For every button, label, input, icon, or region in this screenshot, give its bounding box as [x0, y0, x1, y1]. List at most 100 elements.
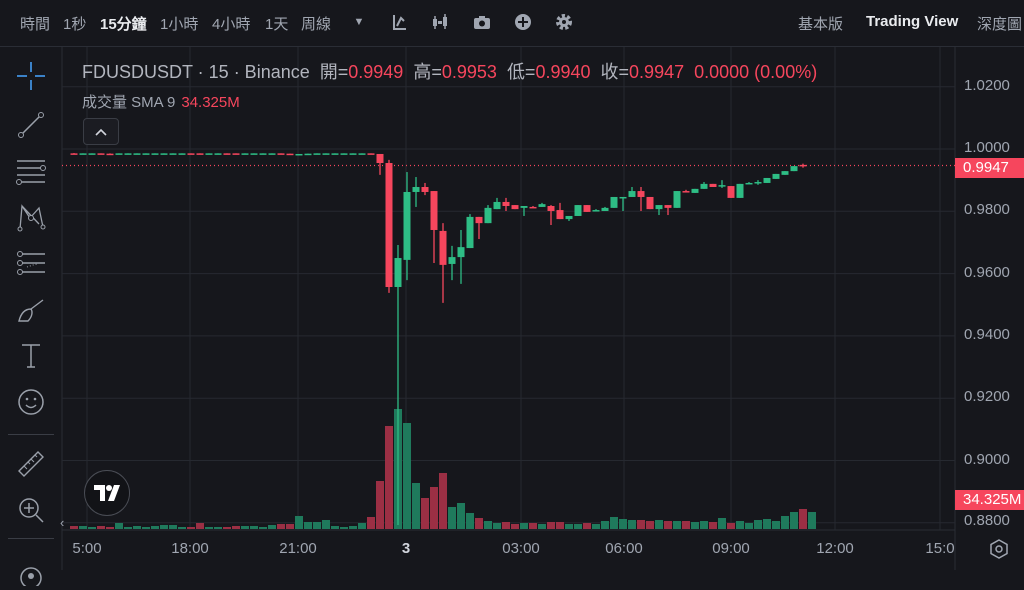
candle-body — [673, 191, 681, 208]
view-depth[interactable]: 深度圖 — [977, 16, 1023, 33]
caret-down-icon[interactable]: ▼ — [353, 16, 365, 28]
candle-body — [385, 163, 393, 287]
candle-body — [178, 153, 186, 155]
volume-bar — [502, 522, 510, 529]
gear-icon[interactable] — [554, 11, 574, 33]
emoji-icon[interactable] — [12, 383, 50, 421]
candle-body — [286, 153, 294, 156]
volume-bar — [439, 473, 447, 529]
price-chart[interactable] — [0, 0, 1024, 570]
candle-body — [268, 153, 276, 155]
volume-bar — [475, 518, 483, 529]
volume-bar — [88, 527, 96, 529]
candle-body — [88, 153, 96, 155]
candle-body — [277, 153, 285, 155]
volume-bar — [457, 503, 465, 529]
open-label: 開= — [319, 62, 349, 82]
time-tick-label: 18:00 — [171, 540, 209, 557]
volume-bar — [466, 513, 474, 529]
volume-bar — [295, 516, 303, 529]
candle-body — [187, 153, 195, 155]
volume-bar — [178, 527, 186, 529]
volume-legend: 成交量 SMA 9 34.325M — [82, 91, 240, 112]
volume-bar — [268, 525, 276, 529]
interval-1s[interactable]: 1秒 — [63, 16, 87, 33]
collapse-legend-button[interactable] — [83, 118, 119, 145]
last-price-label: 0.9947 — [955, 158, 1024, 178]
volume-bar — [646, 521, 654, 529]
trend-line-icon[interactable] — [12, 106, 50, 144]
crosshair-icon[interactable] — [12, 57, 50, 95]
candle-body — [214, 153, 222, 155]
interval-time[interactable]: 時間 — [20, 16, 51, 33]
candle-body — [736, 183, 744, 198]
candle-body — [682, 191, 690, 193]
candle-body — [565, 215, 573, 220]
scroll-left-icon[interactable]: ‹ — [60, 515, 65, 530]
volume-bar — [196, 523, 204, 529]
candle-body — [232, 153, 240, 155]
volume-bar — [790, 512, 798, 529]
volume-bar — [340, 527, 348, 529]
text-icon[interactable] — [12, 337, 50, 375]
candle-body — [403, 191, 411, 260]
indicator-icon[interactable] — [390, 11, 410, 33]
time-tick-label: 21:00 — [279, 540, 317, 557]
volume-bar — [367, 517, 375, 529]
open-value: 0.9949 — [348, 62, 404, 82]
camera-icon[interactable] — [472, 11, 492, 33]
toolbar-divider — [8, 434, 54, 435]
eye-icon[interactable] — [12, 552, 50, 590]
candle-body — [259, 153, 267, 155]
interval-15m[interactable]: 15分鐘 — [100, 16, 147, 33]
pattern-icon[interactable] — [12, 198, 50, 236]
fib-icon[interactable] — [12, 245, 50, 283]
volume-bar — [250, 526, 258, 529]
interval-1h[interactable]: 1小時 — [160, 16, 199, 33]
zoom-in-icon[interactable] — [12, 491, 50, 529]
candle-body — [340, 153, 348, 155]
interval-4h[interactable]: 4小時 — [212, 16, 251, 33]
tradingview-logo[interactable] — [84, 470, 130, 516]
top-toolbar: 時間 1秒 15分鐘 1小時 4小時 1天 周線 ▼ 基本版 Trading V… — [0, 0, 1024, 47]
brush-icon[interactable] — [12, 292, 50, 330]
candle-body — [709, 183, 717, 188]
volume-bar — [142, 527, 150, 529]
candle-body — [241, 153, 249, 155]
candle-body — [295, 153, 303, 156]
candle-body — [358, 153, 366, 155]
time-tick-label: 15:0 — [925, 540, 955, 557]
plus-circle-icon[interactable] — [513, 11, 533, 33]
ruler-icon[interactable] — [12, 445, 50, 483]
change-value: 0.0000 (0.00%) — [694, 62, 818, 82]
candle-body — [646, 196, 654, 210]
candle-body — [763, 177, 771, 183]
volume-bar — [205, 527, 213, 529]
candle-body — [655, 205, 663, 210]
candle-body — [448, 257, 456, 264]
drawing-toolbar — [0, 47, 62, 586]
candle-body — [529, 206, 537, 209]
volume-bar — [754, 520, 762, 529]
candle-body — [628, 191, 636, 197]
volume-bar — [547, 522, 555, 529]
interval-1w[interactable]: 周線 — [301, 16, 332, 33]
volume-bar — [79, 526, 87, 529]
candle-body — [700, 183, 708, 189]
view-basic[interactable]: 基本版 — [798, 16, 844, 33]
price-tick-label: 0.9400 — [964, 325, 1010, 343]
candle-type-icon[interactable] — [431, 11, 451, 33]
candle-body — [772, 173, 780, 179]
time-tick-label: 06:00 — [605, 540, 643, 557]
axis-settings-icon[interactable] — [988, 538, 1010, 565]
candle-body — [790, 166, 798, 172]
volume-bar — [538, 524, 546, 529]
candle-body — [133, 153, 141, 155]
volume-bar — [277, 524, 285, 529]
horizontal-lines-icon[interactable] — [12, 152, 50, 190]
candle-body — [331, 153, 339, 155]
interval-1d[interactable]: 1天 — [265, 16, 289, 33]
view-tradingview[interactable]: Trading View — [866, 13, 959, 30]
volume-bar — [232, 526, 240, 529]
candle-body — [250, 153, 258, 155]
